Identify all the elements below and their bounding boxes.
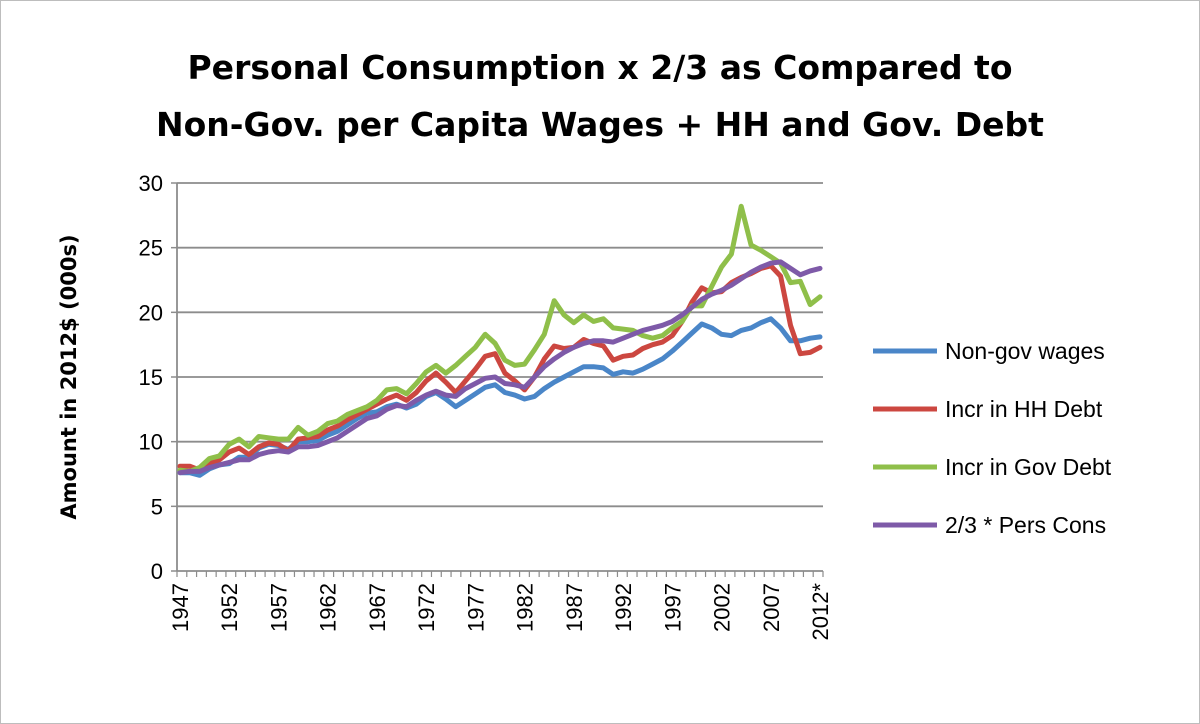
legend-label: Incr in HH Debt — [945, 396, 1103, 422]
y-tick-label: 10 — [139, 430, 163, 455]
chart-title-line-1: Personal Consumption x 2/3 as Compared t… — [187, 48, 1013, 87]
x-tick-label: 1972 — [414, 583, 439, 632]
x-tick-label: 2012* — [808, 583, 833, 641]
x-tick-label: 1982 — [513, 583, 538, 632]
x-tick-label: 1987 — [562, 583, 587, 632]
y-tick-label: 15 — [139, 365, 163, 390]
chart-title-line-2: Non-Gov. per Capita Wages + HH and Gov. … — [156, 105, 1044, 144]
legend-label: 2/3 * Pers Cons — [945, 512, 1106, 538]
x-tick-label: 1997 — [660, 583, 685, 632]
y-tick-label: 0 — [151, 559, 163, 584]
y-tick-label: 20 — [139, 300, 163, 325]
x-tick-label: 1967 — [365, 583, 390, 632]
chart-title: Personal Consumption x 2/3 as Compared t… — [1, 39, 1199, 153]
x-tick-label: 1962 — [316, 583, 341, 632]
x-tick-label: 1952 — [217, 583, 242, 632]
x-tick-label: 1947 — [168, 583, 193, 632]
x-tick-label: 1957 — [266, 583, 291, 632]
y-tick-label: 25 — [139, 236, 163, 261]
y-tick-label: 30 — [139, 171, 163, 196]
x-tick-label: 2007 — [759, 583, 784, 632]
y-tick-label: 5 — [151, 494, 163, 519]
y-axis-label: Amount in 2012$ (000s) — [57, 234, 81, 519]
legend-label: Non-gov wages — [945, 338, 1105, 364]
legend-label: Incr in Gov Debt — [945, 454, 1112, 480]
x-tick-label: 1977 — [463, 583, 488, 632]
x-tick-label: 2002 — [710, 583, 735, 632]
series-line-incr-in-gov-debt — [177, 203, 823, 474]
x-tick-label: 1992 — [611, 583, 636, 632]
series-line-2-3-pers-cons — [177, 259, 823, 476]
